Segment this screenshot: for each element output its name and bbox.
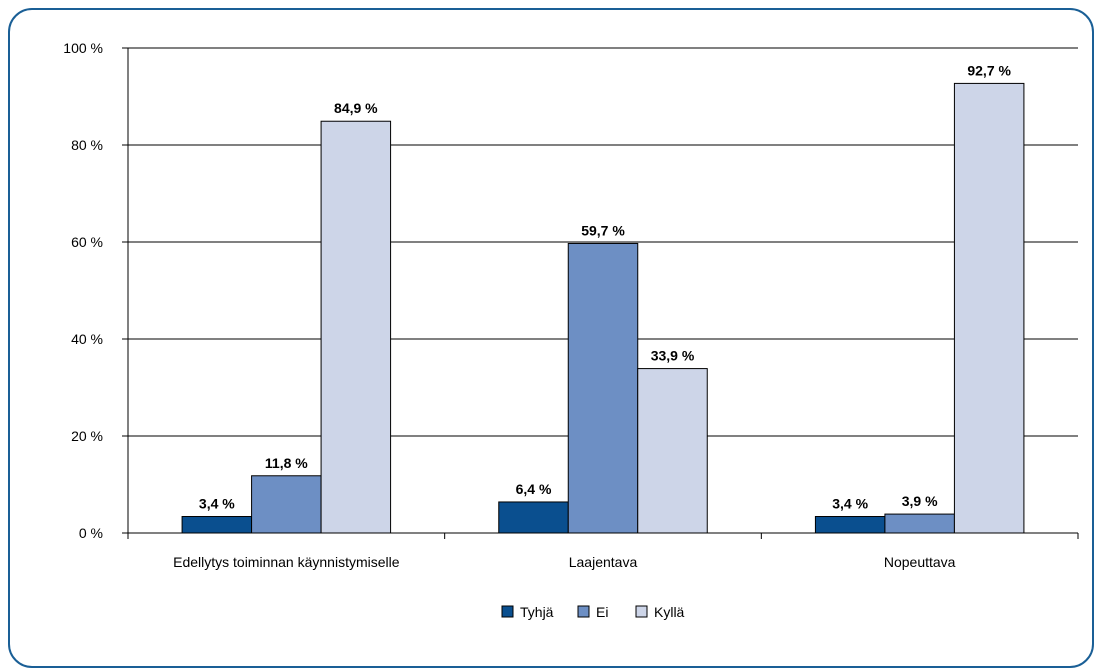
- x-axis-labels: Edellytys toiminnan käynnistymiselle Laaj…: [173, 554, 956, 570]
- bar-tyhjä: [814, 516, 886, 534]
- x-category-label: Laajentava: [569, 554, 638, 570]
- data-label: 33,9 %: [651, 348, 695, 364]
- data-label: 84,9 %: [334, 100, 378, 116]
- bar-tyhjä: [498, 501, 569, 534]
- y-tick-label: 20 %: [71, 428, 103, 444]
- bars: [181, 82, 1025, 534]
- data-label: 3,4 %: [832, 496, 868, 512]
- legend-label: Tyhjä: [520, 604, 554, 620]
- gridlines: [128, 47, 1078, 437]
- data-labels: 3,4 % 11,8 % 84,9 % 6,4 % 59,7 % 33,9 % 3,4 % 3…: [199, 62, 1012, 511]
- y-tick-label: 80 %: [71, 137, 103, 153]
- x-category-label: Nopeuttava: [884, 554, 956, 570]
- y-tick-label: 40 %: [71, 331, 103, 347]
- legend-swatch: [501, 605, 514, 618]
- legend-swatch: [635, 605, 648, 618]
- legend-swatch: [577, 605, 590, 618]
- legend: Tyhjä Ei Kyllä: [501, 604, 685, 620]
- data-label: 3,9 %: [902, 493, 938, 509]
- y-axis-ticks: 0 % 20 % 40 % 60 % 80 % 100 %: [63, 40, 128, 541]
- bar-kyllä: [953, 82, 1025, 534]
- bar-ei: [567, 242, 639, 534]
- bar-ei: [251, 475, 322, 534]
- legend-label: Ei: [596, 604, 608, 620]
- bar-kyllä: [320, 120, 392, 534]
- axes: [127, 48, 1079, 539]
- legend-label: Kyllä: [654, 604, 685, 620]
- y-tick-label: 0 %: [79, 525, 103, 541]
- x-category-label: Edellytys toiminnan käynnistymiselle: [173, 554, 400, 570]
- data-label: 3,4 %: [199, 496, 235, 512]
- data-label: 59,7 %: [581, 222, 625, 238]
- bar-chart: 0 % 20 % 40 % 60 % 80 % 100 % 3,4 % 11,8 % 84,9…: [63, 40, 1079, 620]
- bar-ei: [884, 513, 955, 534]
- data-label: 6,4 %: [516, 481, 552, 497]
- data-label: 11,8 %: [265, 455, 308, 471]
- bar-tyhjä: [181, 516, 253, 534]
- bar-kyllä: [637, 368, 708, 534]
- y-tick-label: 100 %: [63, 40, 103, 56]
- data-label: 92,7 %: [967, 62, 1011, 78]
- y-tick-label: 60 %: [71, 234, 103, 250]
